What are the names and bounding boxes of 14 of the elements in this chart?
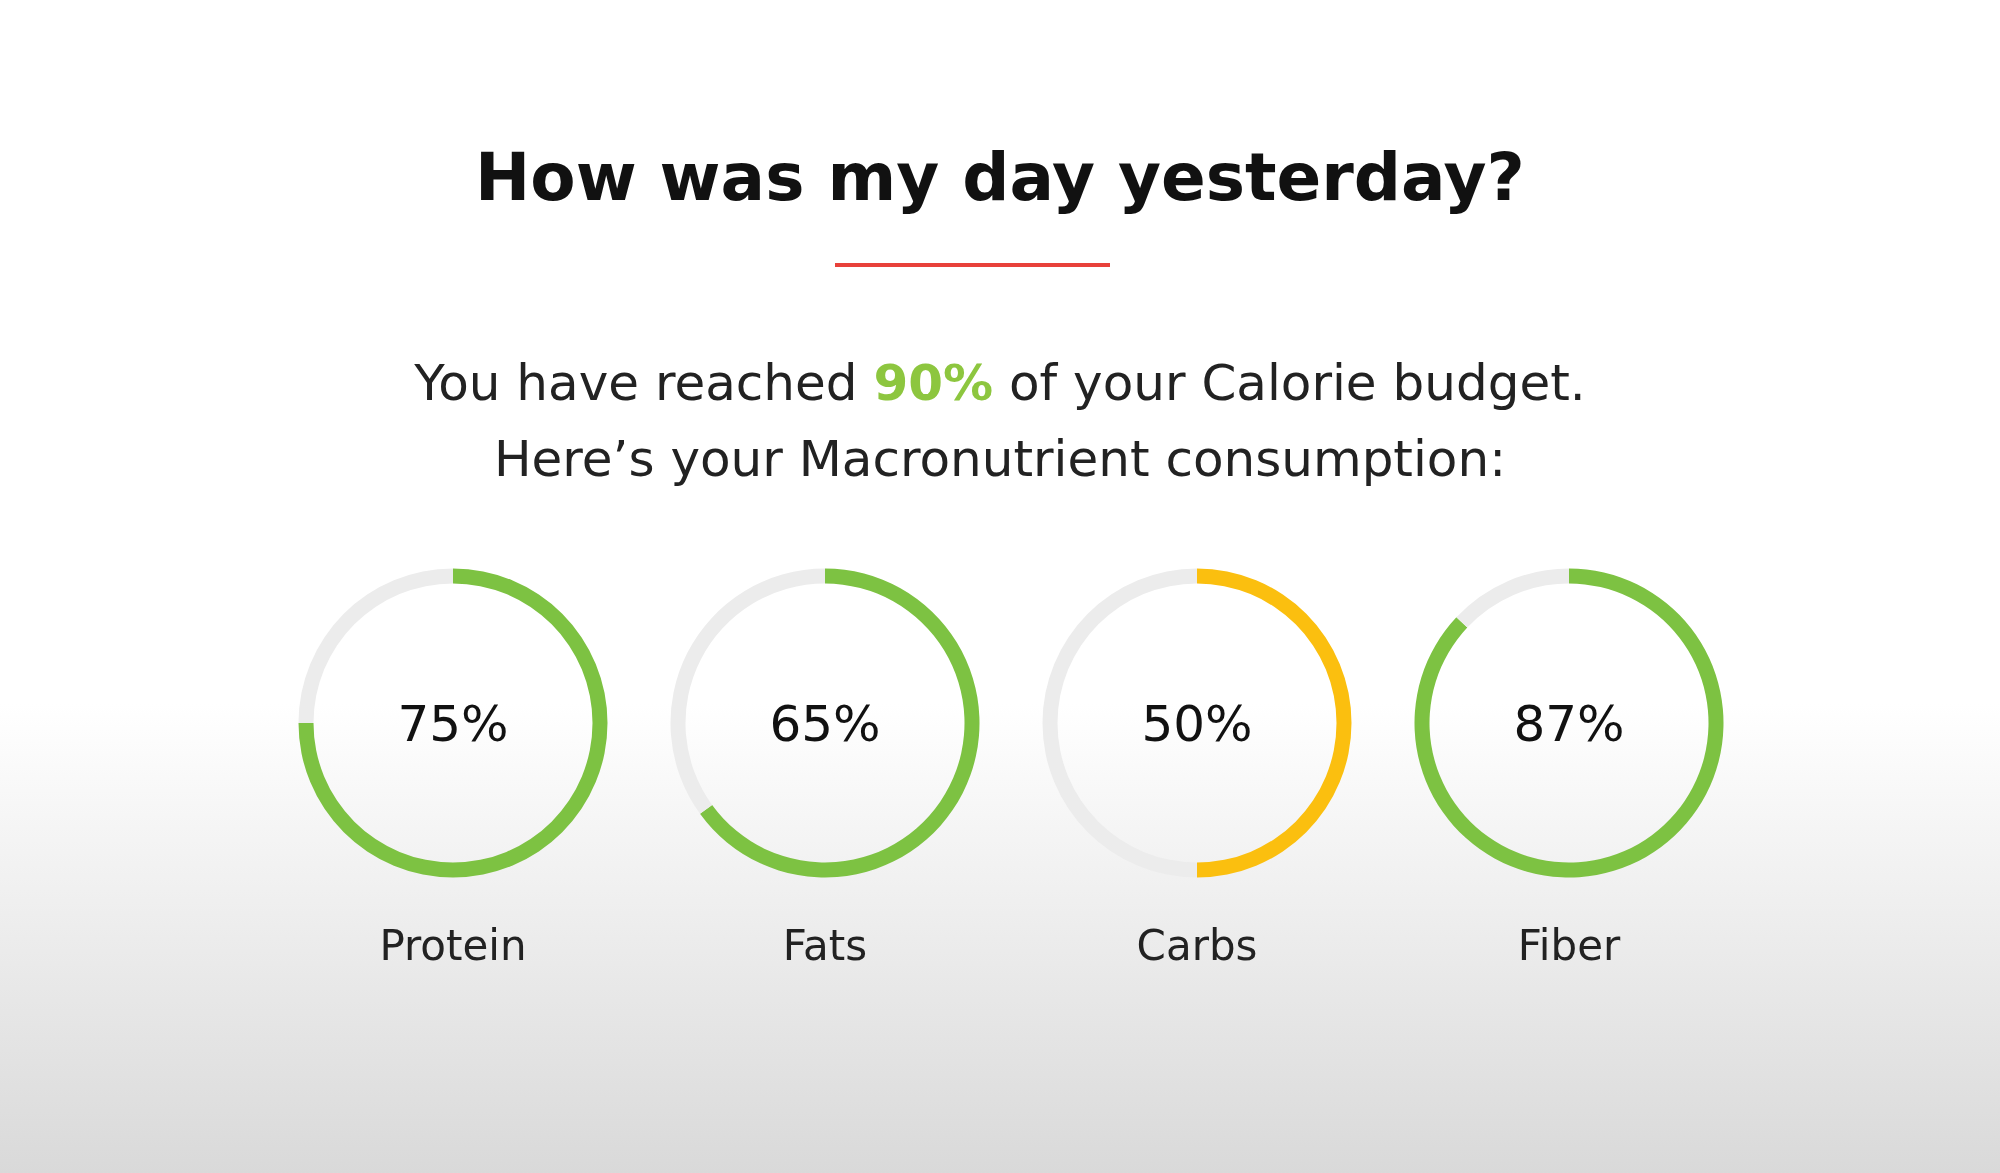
donut-slice	[1456, 568, 1569, 628]
donut-slice	[700, 568, 980, 878]
text: Protein	[379, 921, 527, 970]
text: How was my day yesterday?	[475, 139, 1525, 216]
text: You have reached 90% of your Calorie budget. Here’s your Macronutrient consumption:	[413, 354, 1586, 488]
text: Fiber	[1517, 921, 1621, 970]
text: Fats	[782, 921, 868, 970]
text: Carbs	[1136, 921, 1258, 970]
donut-slice	[1414, 568, 1724, 878]
data-label: 50%	[1141, 694, 1253, 753]
data-label: 65%	[769, 694, 881, 753]
data-label: 75%	[397, 694, 509, 753]
data-label: 87%	[1513, 694, 1625, 753]
donut-slice	[298, 568, 608, 878]
